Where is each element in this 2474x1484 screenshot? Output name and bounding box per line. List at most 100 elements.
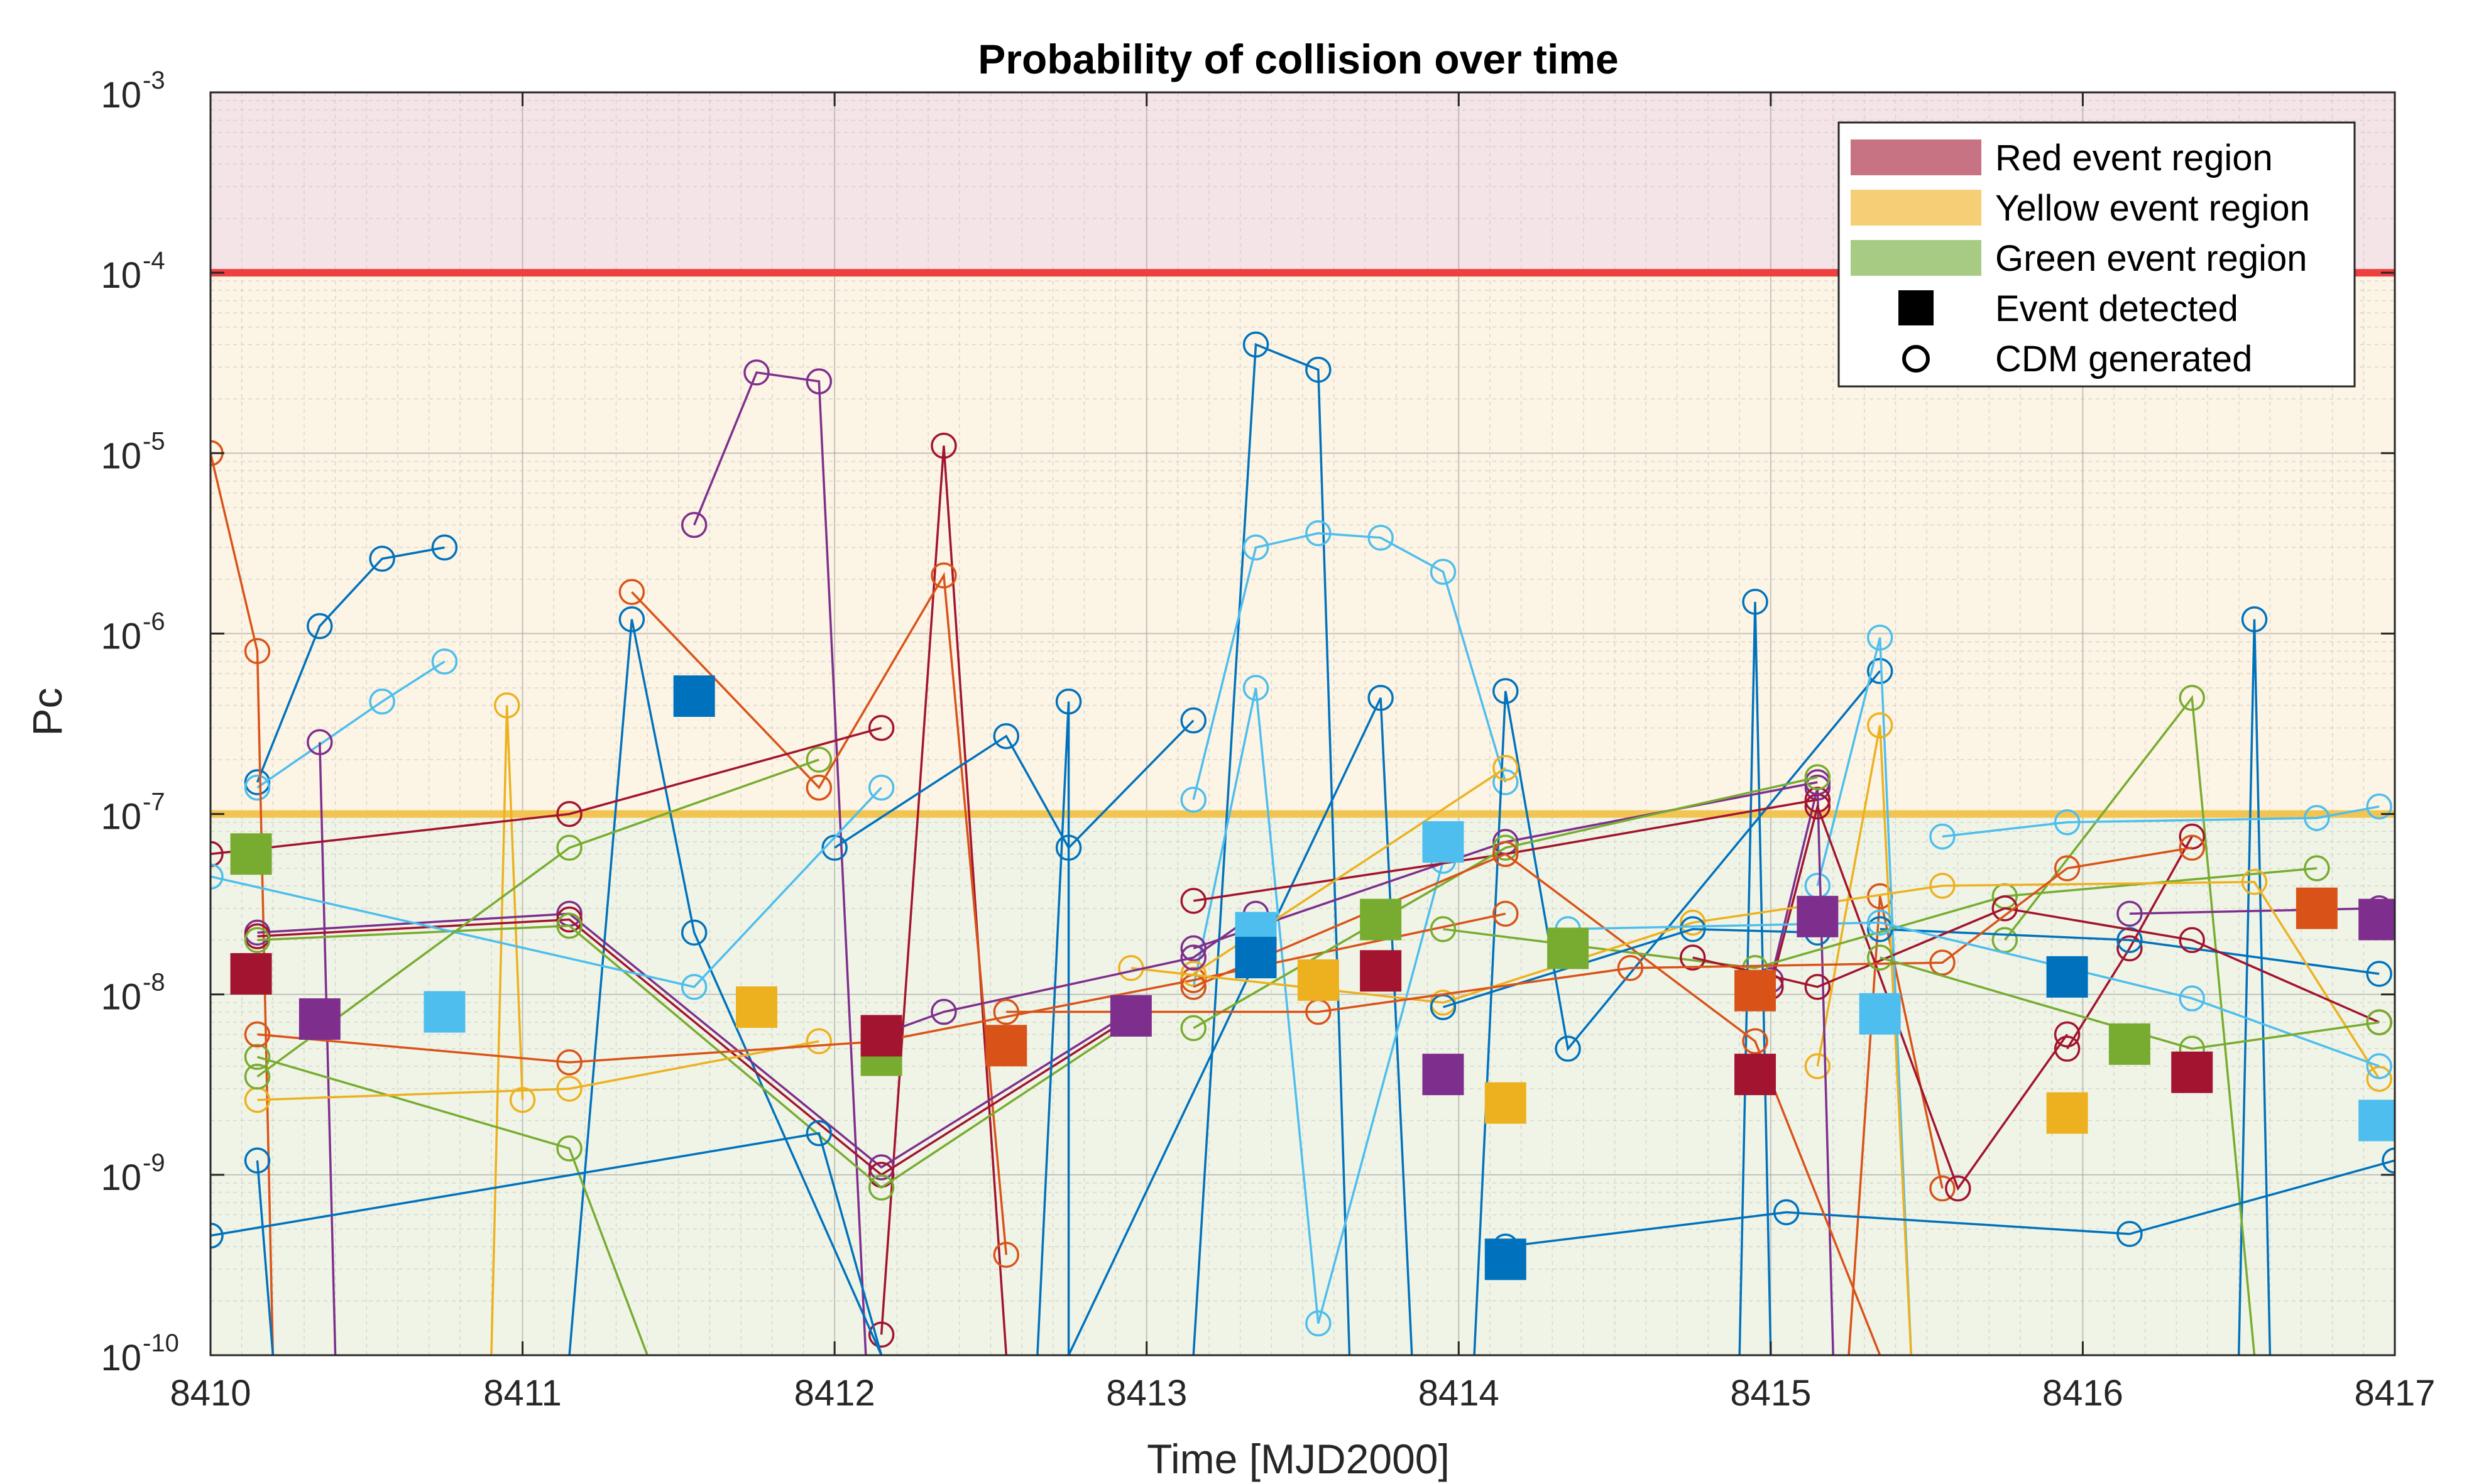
series-line xyxy=(693,371,867,1355)
series-line xyxy=(1036,701,1070,1355)
event-marker xyxy=(1235,937,1277,979)
event-marker xyxy=(1422,1054,1464,1096)
cdm-point xyxy=(1804,774,1831,801)
y-tick-exponent: -8 xyxy=(143,969,165,996)
cdm-point xyxy=(493,692,520,719)
series-line xyxy=(256,758,819,1078)
series-line xyxy=(257,924,1132,1189)
series-line xyxy=(1880,928,2380,975)
cdm-point xyxy=(2116,1221,2143,1247)
y-tick-label: 10 xyxy=(101,977,141,1018)
cdm-point xyxy=(244,774,271,801)
cdm-point xyxy=(1866,712,1893,739)
series-line xyxy=(834,719,1195,850)
cdm-point xyxy=(1492,755,1519,782)
event-marker xyxy=(1484,1082,1526,1124)
cdm-point xyxy=(993,1241,1020,1268)
cdm-point xyxy=(2241,606,2268,633)
cdm-point xyxy=(618,606,645,633)
cdm-point xyxy=(244,638,271,665)
x-tick-label: 8412 xyxy=(794,1373,875,1414)
cdm-point xyxy=(244,769,271,795)
cdm-point xyxy=(1804,787,1831,813)
cdm-point xyxy=(1430,559,1457,585)
series-34 xyxy=(244,746,833,1090)
cdm-point xyxy=(244,1063,271,1090)
y-tick-exponent: -3 xyxy=(143,67,165,94)
cdm-point xyxy=(556,1135,583,1162)
series-5 xyxy=(1180,520,1519,813)
series-line xyxy=(211,1132,883,1355)
events-layer xyxy=(230,675,2395,1280)
series-24 xyxy=(1068,685,1413,1355)
cdm-point xyxy=(211,841,224,868)
cdm-point xyxy=(868,1174,895,1201)
series-line xyxy=(211,787,882,988)
cdm-point xyxy=(369,545,395,572)
event-marker xyxy=(1734,1054,1776,1096)
series-line xyxy=(490,705,524,1355)
x-tick-label: 8413 xyxy=(1106,1373,1187,1414)
cdm-point xyxy=(556,906,583,933)
cdm-point xyxy=(556,1049,583,1076)
cdm-point xyxy=(931,562,957,589)
cdm-point xyxy=(1804,764,1831,790)
series-line xyxy=(880,445,1008,1355)
series-line xyxy=(881,912,1257,1036)
series-line xyxy=(568,619,883,1355)
series-39 xyxy=(1180,764,1831,1042)
cdm-point xyxy=(2366,1053,2392,1079)
event-marker xyxy=(2358,898,2395,941)
series-line xyxy=(2237,619,2272,1355)
event-marker xyxy=(1422,821,1464,863)
cdm-point xyxy=(2382,1147,2395,1174)
event-marker xyxy=(1734,969,1776,1012)
series-line xyxy=(256,660,446,789)
series-line xyxy=(319,742,337,1355)
cdm-point xyxy=(1430,916,1457,942)
x-axis-ticks: 8410 8411 8412 8413 8414 8415 8416 8417 xyxy=(170,92,2436,1414)
cdm-point xyxy=(2054,809,2081,836)
cdm-point xyxy=(211,863,224,890)
series-47 xyxy=(1679,895,2392,1035)
series-line xyxy=(257,1040,819,1101)
y-tick-label: 10 xyxy=(101,1338,141,1378)
cdm-point xyxy=(211,1222,224,1249)
cdm-point xyxy=(1180,888,1207,914)
event-marker xyxy=(736,986,777,1028)
event-marker xyxy=(985,1025,1027,1067)
series-2 xyxy=(681,359,867,1355)
cdm-point xyxy=(307,613,333,640)
series-52 xyxy=(1866,944,2392,1062)
cdm-point xyxy=(1773,1199,1800,1226)
cdm-point xyxy=(556,800,583,827)
cdm-point xyxy=(244,1021,271,1048)
y-tick-exponent: -6 xyxy=(143,608,165,635)
series-line xyxy=(1816,725,1913,1355)
cdm-point xyxy=(2304,855,2330,881)
cdm-point xyxy=(2054,1035,2081,1062)
cdm-point xyxy=(806,1028,833,1055)
cdm-point xyxy=(821,834,848,861)
cdm-point xyxy=(2366,1066,2392,1092)
cdm-point xyxy=(1804,1053,1831,1079)
series-line xyxy=(257,1056,649,1355)
series-line xyxy=(256,546,445,783)
y-tick-label: 10 xyxy=(101,255,141,296)
series-22 xyxy=(1036,688,1082,1355)
series-line xyxy=(211,726,882,856)
event-marker xyxy=(860,1015,902,1057)
series-line xyxy=(2066,836,2193,1050)
cdm-point xyxy=(556,834,583,861)
series-line xyxy=(1442,928,1818,1008)
series-14 xyxy=(490,692,536,1355)
series-line xyxy=(256,1160,275,1355)
cdm-point xyxy=(1804,974,1831,1000)
series-line xyxy=(1942,805,2380,838)
x-tick-label: 8416 xyxy=(2042,1373,2123,1414)
cdm-point xyxy=(681,974,708,1000)
cdm-point xyxy=(1617,955,1644,981)
event-marker xyxy=(673,675,715,717)
cdm-point xyxy=(1742,589,1768,615)
